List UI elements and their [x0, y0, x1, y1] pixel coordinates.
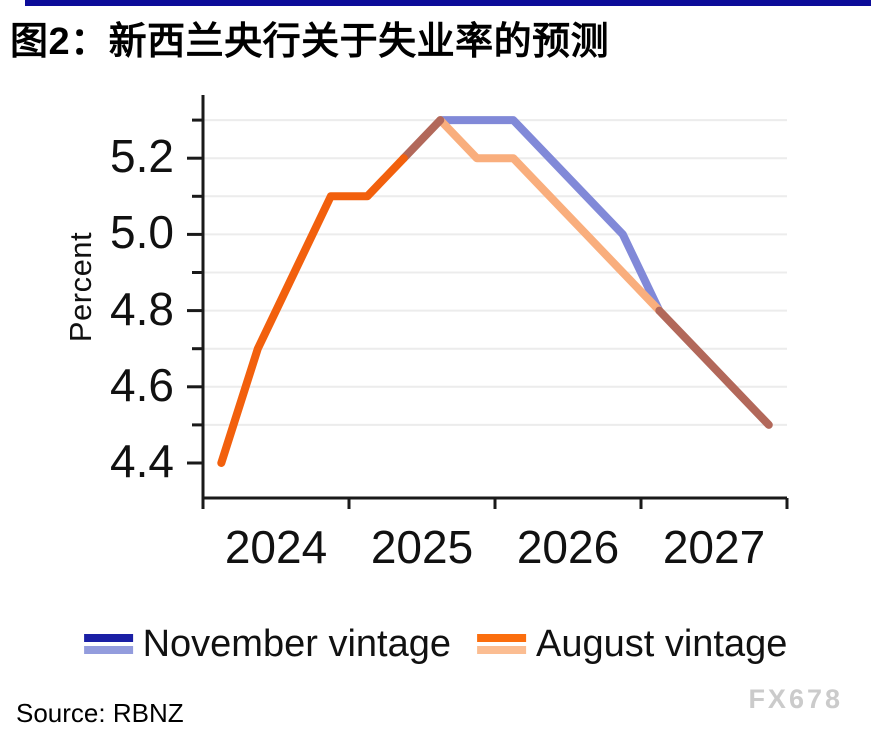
overlap-tail-line [655, 306, 773, 429]
legend-key-august [476, 634, 526, 654]
legend-item-november: November vintage [83, 623, 451, 665]
legend-label-august: August vintage [535, 623, 788, 665]
november-dark-bar [83, 634, 133, 642]
y-axis-label: 5.2 [110, 130, 174, 183]
overlap-rise-line [399, 116, 445, 163]
top-accent-bar [25, 0, 871, 6]
y-axis-label: 4.4 [110, 435, 174, 488]
x-axis-label: 2024 [224, 521, 328, 573]
legend-label-november: November vintage [142, 623, 451, 665]
watermark: FX678 [748, 684, 843, 714]
legend: November vintage August vintage [83, 623, 788, 665]
history-line [217, 154, 408, 467]
november-forecast-line [436, 116, 664, 315]
legend-item-august: August vintage [476, 623, 788, 665]
source-note: Source: RBNZ [16, 698, 184, 728]
august-forecast-line [436, 116, 664, 315]
page-title: 图2：新西兰央行关于失业率的预测 [10, 21, 610, 63]
x-axis-label: 2026 [516, 521, 620, 573]
y-axis-label: 4.6 [110, 358, 174, 411]
y-axis-label: 4.8 [110, 282, 174, 335]
x-axis-label: 2025 [370, 521, 474, 573]
legend-key-november [83, 634, 133, 654]
august-light-bar [476, 646, 526, 654]
november-light-bar [83, 646, 133, 654]
august-dark-bar [476, 634, 526, 642]
y-axis-label: 5.0 [110, 206, 174, 259]
x-axis-label: 2027 [662, 521, 766, 573]
